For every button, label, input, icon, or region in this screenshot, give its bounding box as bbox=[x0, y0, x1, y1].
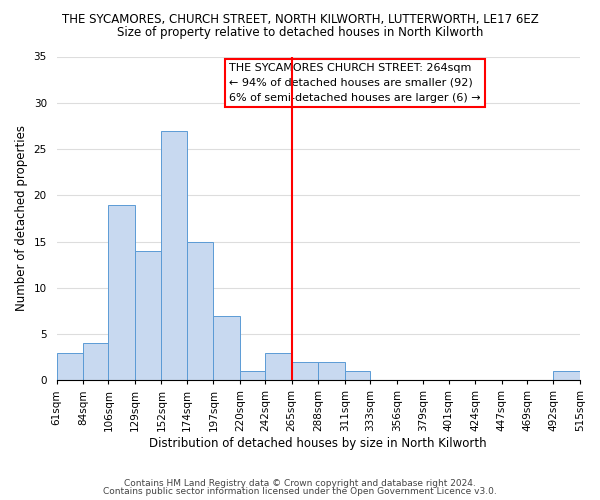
Bar bbox=[265, 352, 292, 380]
Bar bbox=[83, 344, 109, 380]
Text: Size of property relative to detached houses in North Kilworth: Size of property relative to detached ho… bbox=[117, 26, 483, 39]
Text: THE SYCAMORES CHURCH STREET: 264sqm
← 94% of detached houses are smaller (92)
6%: THE SYCAMORES CHURCH STREET: 264sqm ← 94… bbox=[229, 63, 481, 102]
Bar bbox=[318, 362, 345, 380]
Bar bbox=[109, 204, 135, 380]
Bar bbox=[214, 316, 240, 380]
Bar bbox=[135, 251, 161, 380]
Text: Contains HM Land Registry data © Crown copyright and database right 2024.: Contains HM Land Registry data © Crown c… bbox=[124, 478, 476, 488]
Text: Contains public sector information licensed under the Open Government Licence v3: Contains public sector information licen… bbox=[103, 488, 497, 496]
Bar bbox=[56, 352, 83, 380]
Bar bbox=[161, 130, 187, 380]
Text: THE SYCAMORES, CHURCH STREET, NORTH KILWORTH, LUTTERWORTH, LE17 6EZ: THE SYCAMORES, CHURCH STREET, NORTH KILW… bbox=[62, 12, 538, 26]
Bar bbox=[187, 242, 214, 380]
Bar bbox=[553, 371, 580, 380]
Bar bbox=[292, 362, 318, 380]
Bar bbox=[345, 371, 370, 380]
Y-axis label: Number of detached properties: Number of detached properties bbox=[15, 126, 28, 312]
Bar bbox=[240, 371, 265, 380]
X-axis label: Distribution of detached houses by size in North Kilworth: Distribution of detached houses by size … bbox=[149, 437, 487, 450]
